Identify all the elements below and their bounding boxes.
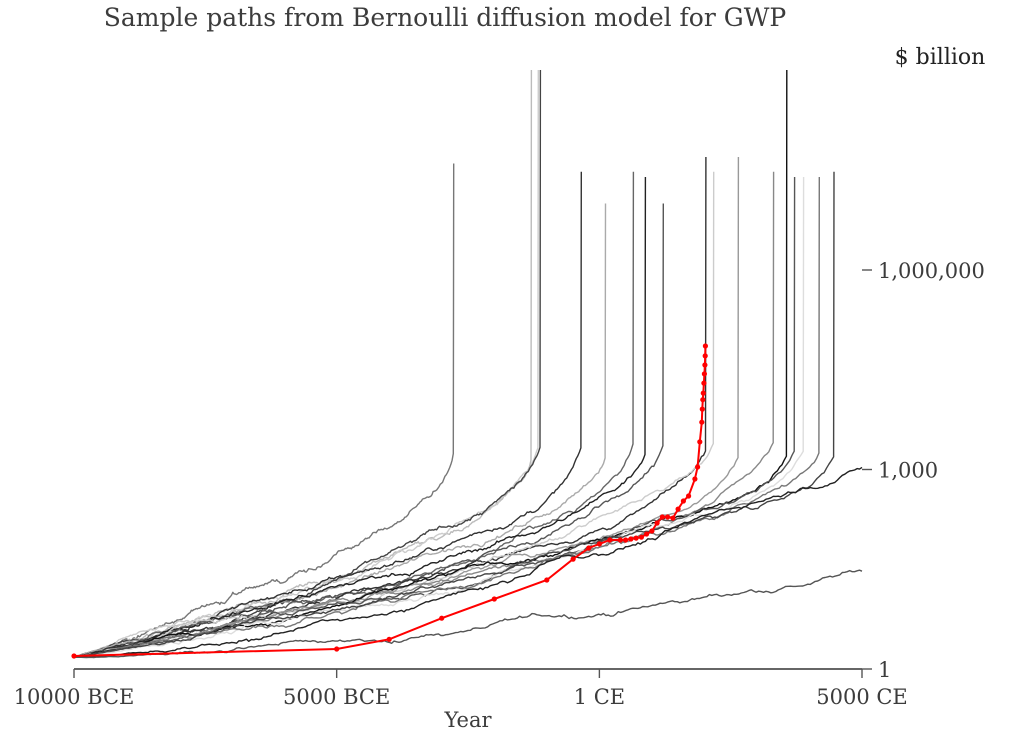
x-axis-ticks: 10000 BCE 5000 BCE 1 CE 5000 CE bbox=[14, 669, 908, 709]
historical-gwp-point bbox=[439, 615, 445, 621]
x-axis-title: Year bbox=[443, 708, 492, 732]
sample-path bbox=[73, 69, 533, 658]
sample-path bbox=[73, 163, 455, 658]
sample-path bbox=[73, 203, 664, 658]
historical-gwp-point bbox=[701, 380, 707, 386]
historical-gwp-point bbox=[701, 371, 708, 377]
historical-gwp-point bbox=[695, 464, 701, 470]
x-tick-label: 5000 BCE bbox=[283, 685, 390, 709]
historical-gwp-point bbox=[702, 353, 708, 359]
sample-path bbox=[73, 156, 707, 658]
x-tick-label: 10000 BCE bbox=[14, 685, 135, 709]
historical-gwp-point bbox=[544, 577, 550, 583]
y-tick-label: 1,000,000 bbox=[878, 259, 985, 283]
sample-paths bbox=[73, 69, 863, 659]
sample-path bbox=[73, 171, 635, 658]
chart-title: Sample paths from Bernoulli diffusion mo… bbox=[104, 3, 787, 32]
historical-gwp-point bbox=[699, 406, 705, 412]
y-tick-label: 1 bbox=[878, 658, 891, 682]
historical-gwp-point bbox=[644, 531, 650, 537]
historical-gwp-line bbox=[73, 345, 707, 657]
y-tick-label: 1,000 bbox=[878, 459, 938, 483]
sample-path bbox=[74, 569, 863, 659]
historical-gwp-point bbox=[654, 520, 660, 526]
historical-gwp-point bbox=[617, 537, 623, 543]
sample-path bbox=[73, 176, 805, 658]
historical-gwp-point bbox=[570, 556, 576, 562]
historical-gwp-point bbox=[702, 362, 708, 368]
historical-gwp-point bbox=[659, 514, 666, 520]
historical-gwp-point bbox=[638, 534, 645, 540]
y-axis-ticks: 1 1,000 1,000,000 bbox=[862, 259, 985, 682]
historical-gwp-point bbox=[649, 528, 655, 534]
sample-path bbox=[73, 176, 647, 658]
historical-gwp-point bbox=[628, 536, 634, 542]
sample-path bbox=[73, 203, 607, 658]
historical-gwp-point bbox=[686, 493, 692, 499]
historical-gwp-point bbox=[334, 646, 340, 652]
sample-path bbox=[73, 171, 835, 658]
historical-gwp-point bbox=[665, 514, 671, 520]
sample-path bbox=[73, 156, 740, 658]
historical-gwp-point bbox=[623, 537, 629, 543]
historical-gwp-point bbox=[700, 397, 706, 403]
historical-gwp-point bbox=[607, 537, 613, 543]
historical-gwp-point bbox=[586, 545, 592, 551]
historical-gwp-point bbox=[491, 596, 497, 602]
sample-path bbox=[74, 466, 863, 658]
historical-gwp-point bbox=[675, 506, 681, 512]
sample-path bbox=[73, 69, 788, 658]
historical-gwp-point bbox=[386, 636, 392, 642]
historical-gwp-point bbox=[692, 476, 698, 482]
sample-path bbox=[73, 176, 820, 658]
y-axis-unit-label: $ billion bbox=[895, 45, 986, 70]
x-tick-label: 5000 CE bbox=[816, 685, 908, 709]
historical-gwp-point bbox=[702, 343, 709, 349]
sample-path bbox=[73, 69, 539, 658]
historical-gwp-point bbox=[697, 439, 703, 445]
historical-series bbox=[71, 343, 709, 659]
historical-gwp-point bbox=[670, 515, 676, 521]
historical-gwp-point bbox=[680, 498, 687, 504]
x-tick-label: 1 CE bbox=[574, 685, 625, 709]
historical-gwp-point bbox=[699, 419, 705, 425]
historical-gwp-point bbox=[700, 390, 706, 396]
historical-gwp-point bbox=[596, 541, 603, 547]
historical-gwp-point bbox=[633, 535, 639, 541]
historical-gwp-point bbox=[71, 653, 77, 659]
